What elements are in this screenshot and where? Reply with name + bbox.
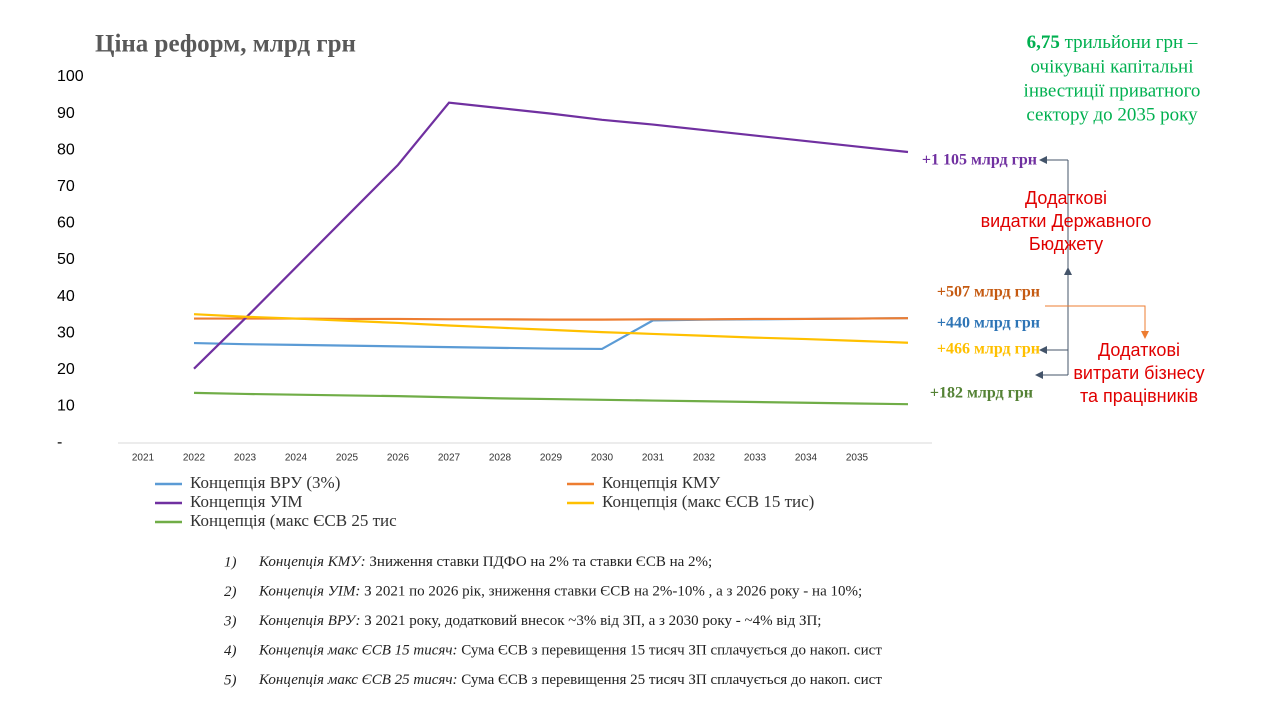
x-tick-label: 2027 — [438, 453, 461, 464]
x-tick-label: 2026 — [387, 453, 410, 464]
footnote-number: 5) — [224, 672, 237, 688]
arrows — [1035, 156, 1149, 379]
y-tick-label: 80 — [57, 141, 75, 158]
x-tick-label: 2028 — [489, 453, 512, 464]
business-note: Додаткові — [1098, 340, 1180, 360]
x-tick-label: 2030 — [591, 453, 614, 464]
x-tick-label: 2035 — [846, 453, 869, 464]
y-tick-label: 100 — [57, 68, 84, 85]
legend-label: Концепція УІМ — [190, 492, 303, 511]
footnote-number: 1) — [224, 554, 237, 570]
business-note: та працівників — [1080, 386, 1198, 406]
footnote-text: З 2021 року, додатковий внесок ~3% від З… — [360, 613, 821, 629]
series-line — [193, 313, 909, 344]
y-tick-label: 10 — [57, 398, 75, 415]
footnote: Концепція макс ЄСВ 15 тисяч: Сума ЄСВ з … — [258, 643, 882, 659]
footnote-label: Концепція макс ЄСВ 25 тисяч: — [258, 672, 458, 688]
series-line — [193, 317, 909, 351]
footnote-label: Концепція макс ЄСВ 15 тисяч: — [258, 643, 458, 659]
footnote-label: Концепція УІМ: — [258, 584, 360, 600]
y-tick-label: 30 — [57, 324, 75, 341]
y-tick-label: 90 — [57, 105, 75, 122]
y-tick-label: 20 — [57, 361, 75, 378]
side-note: 6,75 трильйони грн – — [1027, 32, 1198, 53]
footnote-label: Концепція ВРУ: — [258, 613, 360, 629]
y-tick-label: 60 — [57, 215, 75, 232]
annotation: +1 105 млрд грн — [922, 152, 1037, 169]
annotation: +466 млрд грн — [937, 341, 1040, 358]
series-line — [193, 101, 909, 370]
side-note: інвестиції приватного — [1024, 80, 1201, 101]
x-tick-label: 2034 — [795, 453, 818, 464]
x-tick-label: 2032 — [693, 453, 716, 464]
annotation: +507 млрд грн — [937, 284, 1040, 301]
footnote: Концепція КМУ: Зниження ставки ПДФО на 2… — [258, 554, 712, 570]
footnote: Концепція макс ЄСВ 25 тисяч: Сума ЄСВ з … — [258, 672, 882, 688]
side-note: очікувані капітальні — [1031, 56, 1194, 77]
x-tick-label: 2024 — [285, 453, 308, 464]
legend-label: Концепція ВРУ (3%) — [190, 473, 340, 492]
annotation: +440 млрд грн — [937, 315, 1040, 332]
side-note: сектору до 2035 року — [1026, 104, 1198, 125]
x-tick-label: 2031 — [642, 453, 665, 464]
footnote: Концепція ВРУ: З 2021 року, додатковий в… — [258, 613, 821, 629]
chart-title: Ціна реформ, млрд грн — [95, 31, 356, 58]
footnote-text: Сума ЄСВ з перевищення 25 тисяч ЗП сплач… — [458, 672, 883, 688]
y-tick-label: 70 — [57, 178, 75, 195]
x-tick-label: 2025 — [336, 453, 359, 464]
budget-note: Додаткові — [1025, 188, 1107, 208]
legend-label: Концепція (макс ЄСВ 15 тис) — [602, 492, 814, 511]
footnote: Концепція УІМ: З 2021 по 2026 рік, зниже… — [258, 584, 862, 600]
footnote-text: З 2021 по 2026 рік, зниження ставки ЄСВ … — [360, 584, 862, 600]
y-tick-label: 50 — [57, 251, 75, 268]
footnote-text: Сума ЄСВ з перевищення 15 тисяч ЗП сплач… — [458, 643, 883, 659]
y-tick-label: 40 — [57, 288, 75, 305]
side-note-bold: 6,75 — [1027, 32, 1060, 53]
x-tick-label: 2022 — [183, 453, 206, 464]
footnote-number: 2) — [224, 584, 237, 600]
annotation: +182 млрд грн — [930, 385, 1033, 402]
series-line — [193, 391, 909, 406]
x-tick-label: 2023 — [234, 453, 257, 464]
side-note-text: трильйони грн – — [1060, 32, 1198, 53]
legend-label: Концепція (макс ЄСВ 25 тис — [190, 511, 397, 530]
footnote-number: 4) — [224, 643, 237, 659]
footnote-number: 3) — [223, 613, 237, 629]
legend-label: Концепція КМУ — [602, 473, 721, 492]
x-tick-label: 2029 — [540, 453, 563, 464]
x-tick-label: 2021 — [132, 453, 155, 464]
x-tick-label: 2033 — [744, 453, 767, 464]
business-note: витрати бізнесу — [1073, 363, 1204, 383]
footnote-text: Зниження ставки ПДФО на 2% та ставки ЄСВ… — [366, 554, 713, 570]
budget-note: видатки Державного — [981, 211, 1152, 231]
y-tick-label: - — [57, 434, 62, 451]
footnote-label: Концепція КМУ: — [258, 554, 366, 570]
budget-note: Бюджету — [1029, 234, 1103, 254]
